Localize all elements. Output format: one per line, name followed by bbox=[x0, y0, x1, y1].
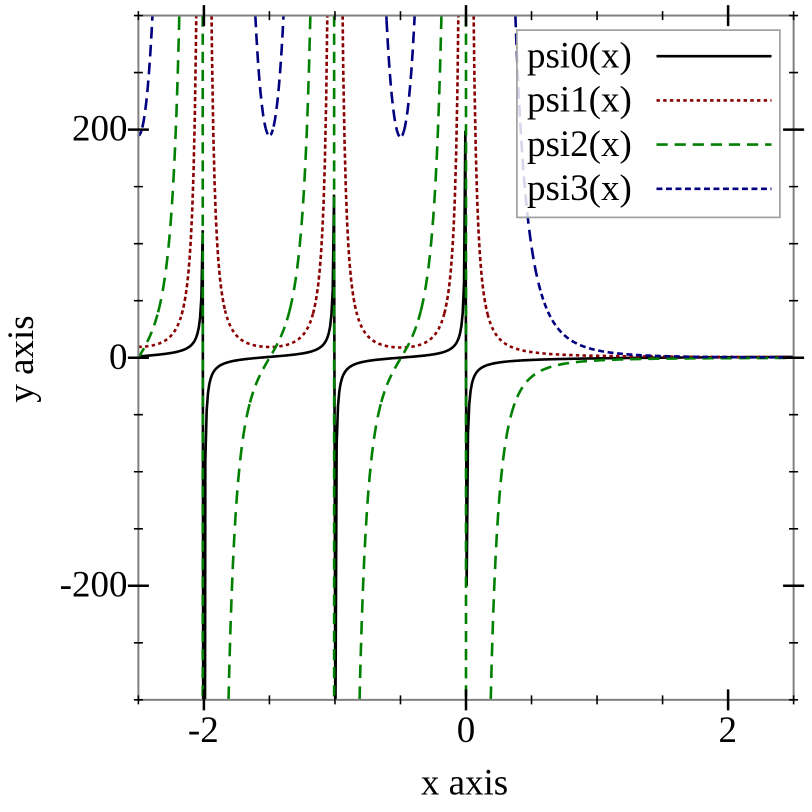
svg-text:x axis: x axis bbox=[421, 763, 508, 804]
svg-text:-2: -2 bbox=[188, 710, 219, 751]
svg-text:0: 0 bbox=[109, 337, 128, 378]
svg-text:y axis: y axis bbox=[1, 315, 42, 402]
svg-text:psi2(x): psi2(x) bbox=[527, 124, 632, 165]
svg-text:psi1(x): psi1(x) bbox=[527, 80, 632, 121]
svg-text:2: 2 bbox=[719, 710, 738, 751]
svg-text:200: 200 bbox=[72, 109, 128, 150]
svg-text:0: 0 bbox=[457, 710, 476, 751]
svg-text:psi3(x): psi3(x) bbox=[527, 168, 632, 209]
svg-text:psi0(x): psi0(x) bbox=[527, 36, 632, 77]
svg-text:-200: -200 bbox=[60, 564, 128, 605]
